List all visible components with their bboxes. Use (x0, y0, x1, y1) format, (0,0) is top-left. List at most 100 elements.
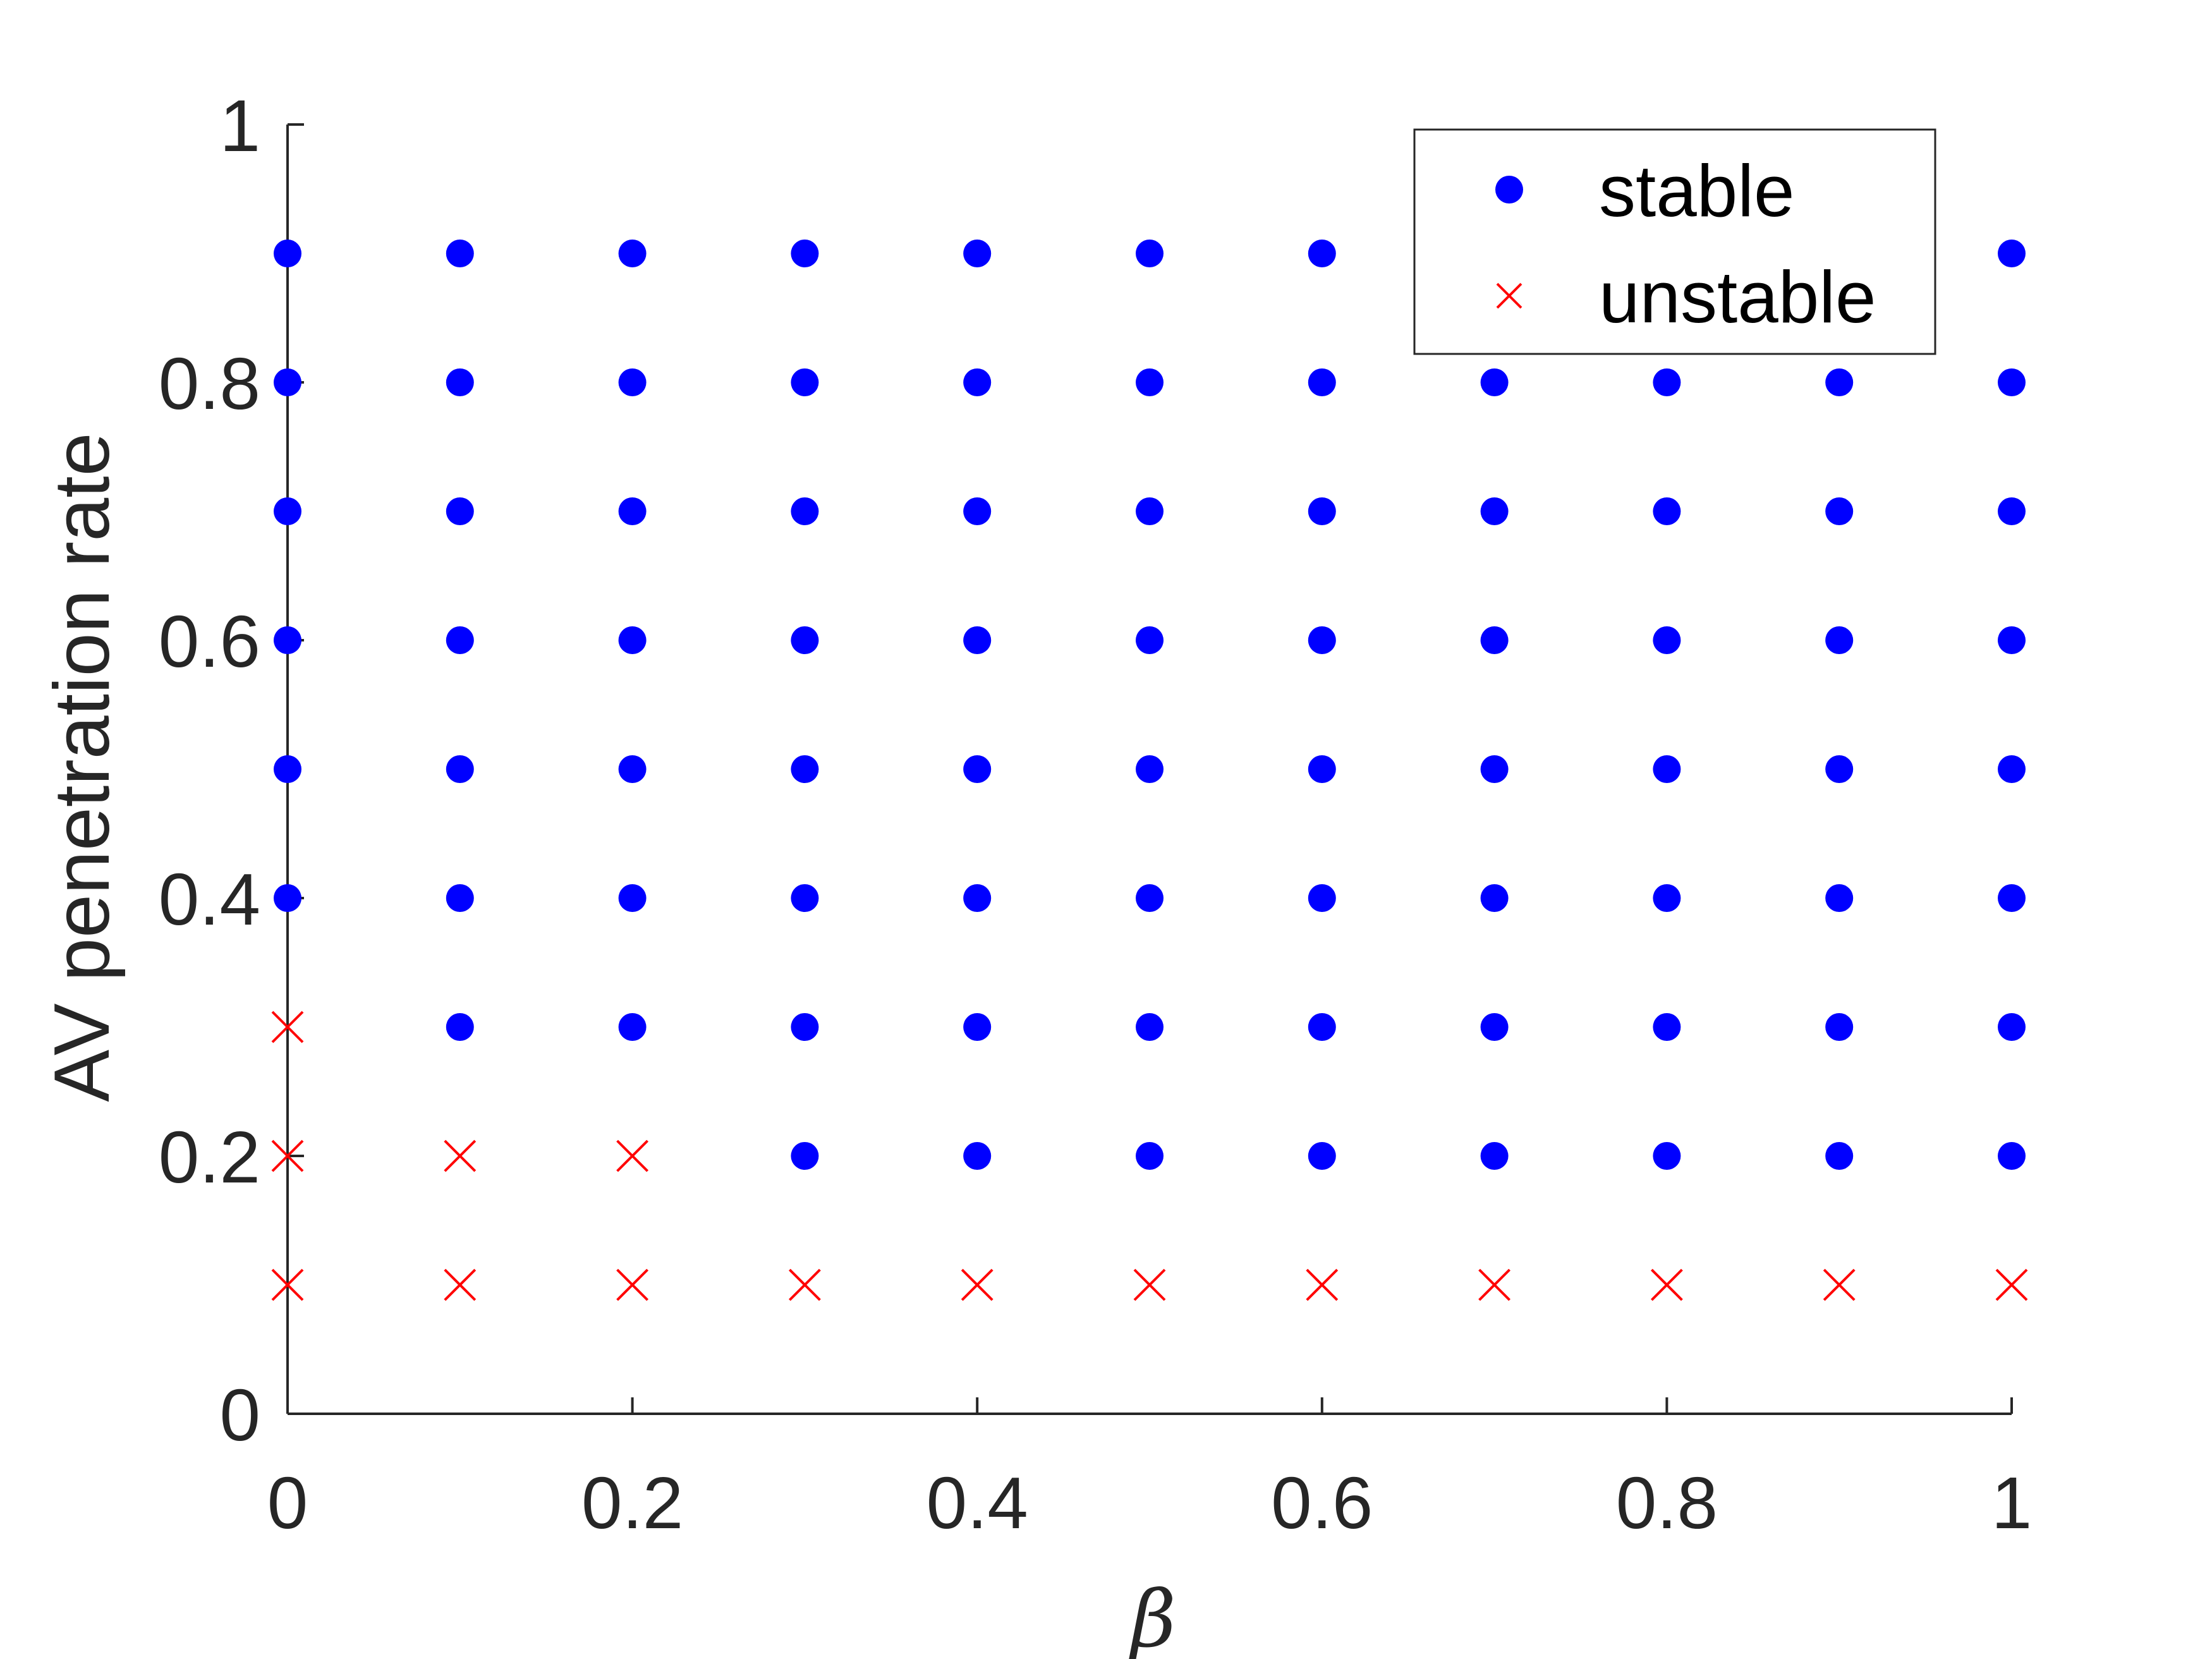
unstable-point (271, 1011, 304, 1043)
x-tick-label: 1 (1991, 1462, 2033, 1544)
stable-point (1308, 626, 1336, 654)
unstable-point (616, 1268, 649, 1301)
stable-point (963, 755, 992, 783)
stable-point (1480, 368, 1509, 396)
stable-point (1308, 755, 1336, 783)
stable-point (446, 755, 474, 783)
stable-point (274, 497, 301, 525)
y-tick-label: 0.8 (159, 343, 260, 425)
y-tick-label: 0.4 (159, 858, 260, 940)
stable-point (446, 240, 474, 267)
stable-point (446, 497, 474, 525)
stable-point (963, 497, 992, 525)
x-tick-label: 0.6 (1271, 1462, 1373, 1544)
unstable-point (1650, 1268, 1683, 1301)
stable-point (1136, 884, 1164, 912)
stable-point (1653, 755, 1681, 783)
stable-point (1825, 497, 1854, 525)
stable-point (618, 626, 647, 654)
stable-point (1825, 1013, 1854, 1041)
stable-point (1653, 626, 1681, 654)
unstable-point (1306, 1268, 1339, 1301)
stable-point (1998, 240, 2026, 267)
x-tick-label: 0.4 (927, 1462, 1028, 1544)
legend-stable-marker (1495, 176, 1523, 204)
unstable-point (271, 1139, 304, 1172)
stable-point (1480, 626, 1509, 654)
stable-point (446, 368, 474, 396)
stable-point (963, 626, 992, 654)
stable-point (1308, 1013, 1336, 1041)
stable-point (1308, 368, 1336, 396)
stable-point (1653, 1142, 1681, 1170)
unstable-point (1823, 1268, 1856, 1301)
stable-point (1998, 755, 2026, 783)
unstable-point (1995, 1268, 2028, 1301)
unstable-point (1133, 1268, 1166, 1301)
stable-point (791, 755, 819, 783)
stable-point (791, 626, 819, 654)
stable-point (1308, 1142, 1336, 1170)
stable-point (1480, 755, 1509, 783)
legend-unstable-marker (1496, 283, 1522, 309)
y-axis-title: AV penetration rate (39, 432, 126, 1102)
stable-point (1998, 368, 2026, 396)
stable-point (1653, 1013, 1681, 1041)
x-axis-title: β (1128, 1574, 1176, 1659)
stable-point (446, 626, 474, 654)
data-points (271, 240, 2028, 1301)
stable-point (618, 497, 647, 525)
legend-box (1413, 128, 1936, 355)
stable-point (1136, 1013, 1164, 1041)
y-ticks: 0 0.2 0.4 0.6 0.8 1 (159, 85, 304, 1456)
stable-point (618, 240, 647, 267)
stable-point (1653, 368, 1681, 396)
stable-point (1825, 368, 1854, 396)
stable-point (618, 1013, 647, 1041)
stable-point (963, 884, 992, 912)
stable-point (1480, 1013, 1509, 1041)
stable-point (446, 1013, 474, 1041)
y-tick-label: 0 (219, 1374, 260, 1456)
stable-point (274, 755, 301, 783)
stable-point (1480, 1142, 1509, 1170)
stable-point (1998, 626, 2026, 654)
stable-point (1136, 626, 1164, 654)
y-tick-label: 1 (219, 85, 260, 167)
stable-point (791, 240, 819, 267)
legend-stable-label: stable (1599, 150, 1795, 232)
stable-point (1998, 1013, 2026, 1041)
unstable-point (444, 1139, 477, 1172)
stable-point (618, 368, 647, 396)
stable-point (1136, 1142, 1164, 1170)
stable-point (618, 884, 647, 912)
stable-point (1480, 884, 1509, 912)
stable-point (1825, 884, 1854, 912)
y-tick-label: 0.6 (159, 600, 260, 683)
stable-point (618, 755, 647, 783)
stable-point (1136, 755, 1164, 783)
stable-point (1136, 368, 1164, 396)
unstable-point (1478, 1268, 1511, 1301)
stable-point (274, 884, 301, 912)
x-tick-label: 0.8 (1616, 1462, 1718, 1544)
stable-point (1998, 497, 2026, 525)
stable-point (791, 1142, 819, 1170)
x-ticks: 0 0.2 0.4 0.6 0.8 1 (267, 1397, 2033, 1544)
stable-point (963, 1013, 992, 1041)
stable-point (274, 240, 301, 267)
stable-point (791, 368, 819, 396)
unstable-point (616, 1139, 649, 1172)
x-tick-label: 0.2 (581, 1462, 683, 1544)
stable-point (1825, 626, 1854, 654)
stable-point (1825, 1142, 1854, 1170)
unstable-point (788, 1268, 821, 1301)
stable-point (963, 368, 992, 396)
stable-point (963, 240, 992, 267)
legend-unstable-label: unstable (1599, 256, 1876, 338)
stable-point (1653, 497, 1681, 525)
y-tick-label: 0.2 (159, 1116, 260, 1198)
legend: stable unstable (1413, 128, 1936, 355)
axes: 0 0.2 0.4 0.6 0.8 1 0 0.2 0.4 0.6 0.8 1 (159, 85, 2033, 1544)
